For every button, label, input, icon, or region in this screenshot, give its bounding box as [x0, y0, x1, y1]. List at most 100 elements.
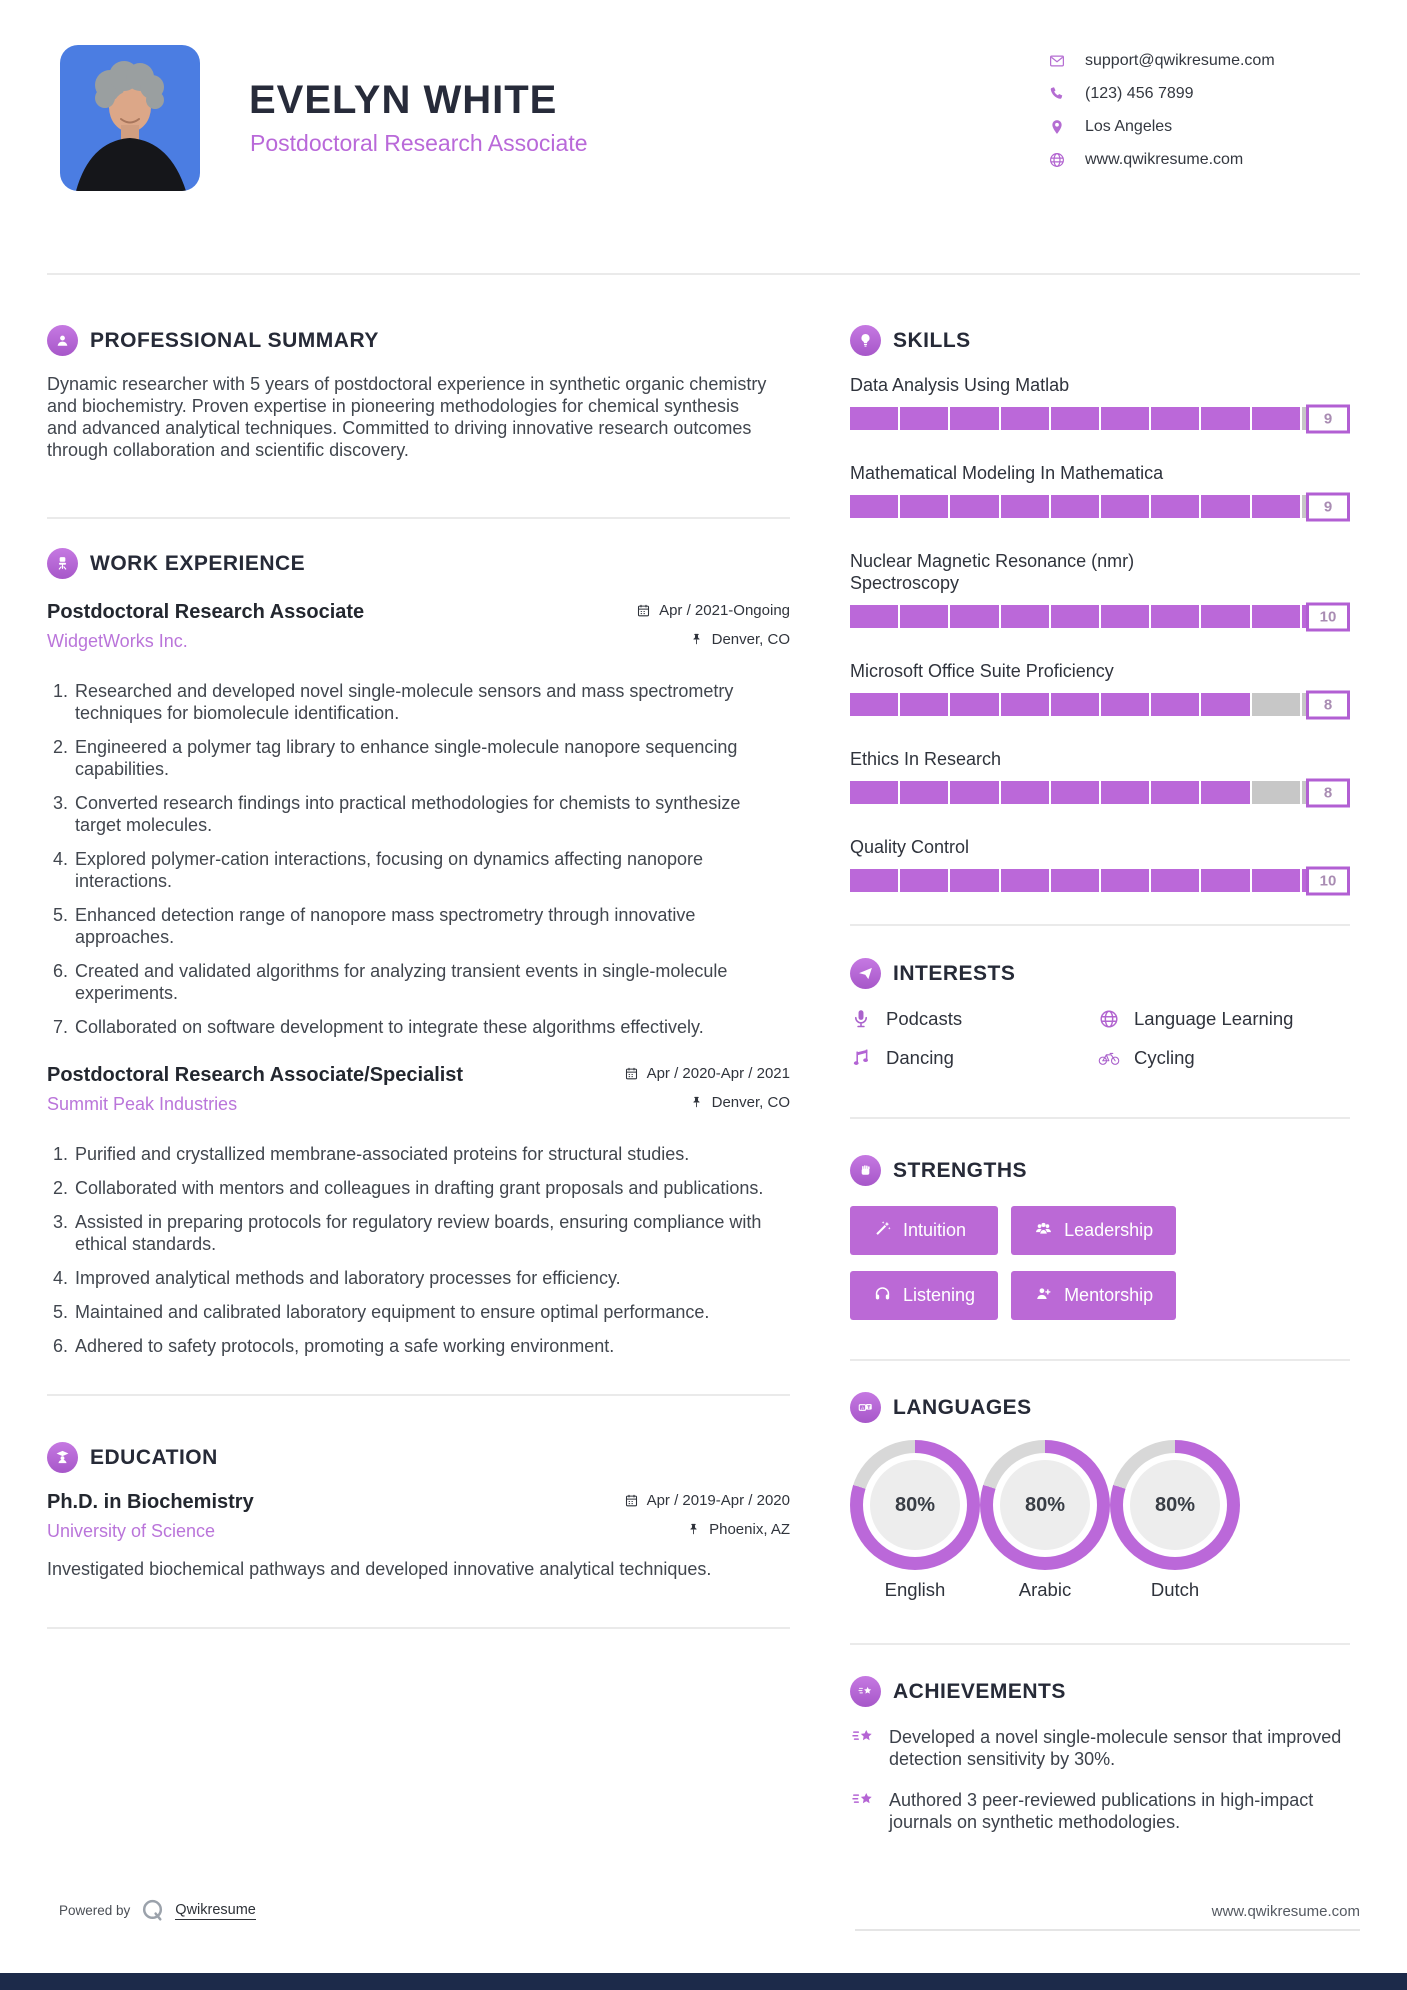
- skill-segment: [950, 605, 999, 628]
- skill-segment: [1151, 495, 1200, 518]
- right-column: SKILLS Data Analysis Using Matlab 9 Mathem…: [850, 275, 1351, 1833]
- interest-item: Dancing: [850, 1045, 1098, 1071]
- interest-label: Language Learning: [1134, 1008, 1294, 1029]
- language-name: Dutch: [1150, 1579, 1200, 1600]
- pushpin-icon: [689, 632, 704, 647]
- language-percent: 80%: [870, 1460, 960, 1550]
- job-location-text: Denver, CO: [711, 631, 790, 648]
- strengths-section-header: STRENGTHS: [850, 1155, 1350, 1186]
- bicycle-icon: [1098, 1047, 1120, 1069]
- job-location: Denver, CO: [689, 1094, 790, 1111]
- skill-segment: [1201, 495, 1250, 518]
- skill-segment: [1151, 781, 1200, 804]
- interests-section-header: INTERESTS: [850, 958, 1350, 989]
- summary-text: Dynamic researcher with 5 years of postd…: [47, 374, 767, 460]
- education-location-text: Phoenix, AZ: [709, 1521, 790, 1538]
- skill-segment: [1000, 495, 1049, 518]
- job-dates: Apr / 2020-Apr / 2021: [624, 1065, 790, 1082]
- languages-heading: LANGUAGES: [893, 1395, 1032, 1419]
- job-entry: Postdoctoral Research Associate/Speciali…: [47, 1064, 790, 1357]
- skill-bar: 10: [850, 602, 1351, 631]
- skill-level-badge: 8: [1306, 778, 1350, 807]
- section-divider: [47, 1394, 790, 1396]
- job-bullet: Collaborated with mentors and colleagues…: [73, 1177, 773, 1199]
- skill-segment: [1000, 407, 1049, 430]
- job-location-text: Denver, CO: [711, 1094, 790, 1111]
- skill-segment: [1151, 605, 1200, 628]
- section-divider: [850, 1117, 1350, 1119]
- interest-item: Podcasts: [850, 1006, 1098, 1032]
- calendar-icon: [624, 1493, 639, 1508]
- music-note-icon: [850, 1047, 872, 1069]
- skill-segment: [1101, 781, 1150, 804]
- skill-segment: [1251, 869, 1300, 892]
- footer-divider: [855, 1929, 1360, 1931]
- powered-by-label: Powered by: [59, 1903, 131, 1918]
- skill-label: Nuclear Magnetic Resonance (nmr) Spectro…: [850, 551, 1135, 593]
- skill-segment: [1050, 781, 1100, 804]
- section-divider: [47, 1627, 790, 1629]
- skill-segment: [900, 781, 949, 804]
- job-bullet: Researched and developed novel single-mo…: [73, 680, 773, 724]
- footer-site-link[interactable]: www.qwikresume.com: [1211, 1903, 1360, 1920]
- skill-bar: 8: [850, 778, 1351, 807]
- translate-icon: A: [850, 1392, 881, 1423]
- language-name: Arabic: [1018, 1579, 1072, 1600]
- strength-label: Mentorship: [1064, 1285, 1154, 1305]
- language-item: 80% Arabic: [980, 1440, 1110, 1601]
- microphone-icon: [850, 1008, 872, 1030]
- strengths-heading: STRENGTHS: [893, 1158, 1028, 1182]
- skill-segment: [850, 781, 899, 804]
- skill-segment: [1101, 693, 1150, 716]
- skill-segment: [1251, 693, 1300, 716]
- skill-segment: [1151, 869, 1200, 892]
- skill-segment: [900, 495, 949, 518]
- job-dates-text: Apr / 2021-Ongoing: [659, 602, 790, 619]
- skill-segment: [1201, 605, 1250, 628]
- strength-badge: Leadership: [1011, 1206, 1177, 1255]
- skill-segment: [1050, 605, 1100, 628]
- language-percent: 80%: [1130, 1460, 1220, 1550]
- map-pin-icon: [1048, 118, 1066, 136]
- skill-segment: [1050, 407, 1100, 430]
- pushpin-icon: [689, 1095, 704, 1110]
- skill-level-badge: 9: [1306, 492, 1350, 521]
- section-divider: [47, 517, 790, 519]
- globe-icon: [1048, 151, 1066, 169]
- education-heading: EDUCATION: [90, 1445, 218, 1469]
- job-dates: Apr / 2021-Ongoing: [636, 602, 790, 619]
- skill-segment: [1000, 781, 1049, 804]
- skill-bar: 9: [850, 492, 1351, 521]
- education-subrow: University of Science Phoenix, AZ: [47, 1521, 790, 1542]
- magic-wand-icon: [873, 1219, 892, 1243]
- language-name: English: [884, 1579, 946, 1600]
- job-bullet: Collaborated on software development to …: [73, 1016, 773, 1038]
- skill-row: Nuclear Magnetic Resonance (nmr) Spectro…: [850, 550, 1351, 631]
- skill-label: Microsoft Office Suite Proficiency: [850, 661, 1114, 681]
- skill-segment: [1251, 605, 1300, 628]
- qwikresume-brand-link[interactable]: Qwikresume: [175, 1901, 256, 1920]
- interest-label: Dancing: [886, 1047, 954, 1068]
- skill-segment: [1050, 869, 1100, 892]
- bottom-bar: [0, 1973, 1407, 1990]
- contact-text: support@qwikresume.com: [1085, 51, 1275, 69]
- calendar-icon: [636, 603, 651, 618]
- skill-row: Data Analysis Using Matlab 9: [850, 374, 1351, 433]
- job-bullet: Improved analytical methods and laborato…: [73, 1267, 773, 1289]
- contact-row: support@qwikresume.com: [1048, 44, 1275, 77]
- job-title: Postdoctoral Research Associate: [47, 601, 365, 623]
- skill-segment: [1101, 869, 1150, 892]
- skill-segment: [1101, 407, 1150, 430]
- graduate-icon: [47, 1442, 78, 1473]
- svg-text:A: A: [861, 1405, 865, 1411]
- skill-segment: [1151, 693, 1200, 716]
- header-divider: [47, 273, 1360, 275]
- skill-segment: [850, 869, 899, 892]
- skill-segment: [1251, 495, 1300, 518]
- shooting-star-icon: [850, 1676, 881, 1707]
- skill-label: Quality Control: [850, 837, 970, 857]
- skill-segment: [1050, 693, 1100, 716]
- lightbulb-icon: [850, 325, 881, 356]
- achievements-section-header: ACHIEVEMENTS: [850, 1676, 1350, 1707]
